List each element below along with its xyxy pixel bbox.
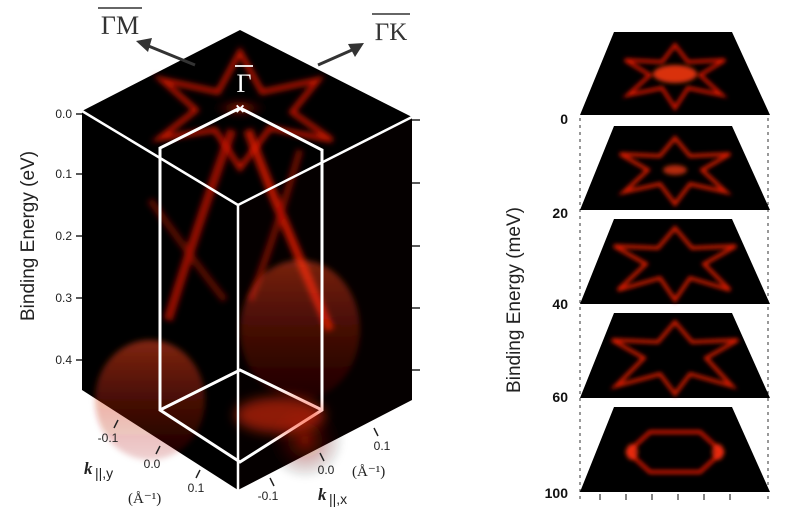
energy-tick: 0.3 <box>55 291 72 305</box>
direction-gamma-k: ΓK <box>317 13 410 67</box>
kx-tick: -0.1 <box>258 489 279 503</box>
slice-20mev <box>580 126 770 210</box>
kx-axis-title: k ||,x (Å⁻¹) <box>318 464 385 507</box>
gamma-point-marker: × <box>235 101 244 118</box>
cube-right-ticks <box>412 119 420 371</box>
svg-text:(Å⁻¹): (Å⁻¹) <box>128 491 161 507</box>
ky-axis-title: k ||,y (Å⁻¹) <box>84 459 161 507</box>
slice-60mev <box>580 313 770 398</box>
stack-bottom-ticks <box>599 494 731 500</box>
ky-tick: 0.1 <box>188 481 205 495</box>
svg-text:(Å⁻¹): (Å⁻¹) <box>352 464 385 480</box>
svg-text:||,x: ||,x <box>329 491 347 507</box>
energy-tick: 0.4 <box>55 353 72 367</box>
ky-axis: -0.1 0.0 0.1 k ||,y (Å⁻¹) <box>84 419 205 507</box>
cube-cut-frame <box>158 106 324 464</box>
svg-text:||,y: ||,y <box>95 465 113 481</box>
slice-energy-label: 60 <box>552 389 568 405</box>
svg-text:ΓK: ΓK <box>375 19 408 46</box>
gamma-point-label: Γ <box>235 65 253 98</box>
cube-edges <box>81 109 413 490</box>
svg-text:k: k <box>84 459 93 478</box>
svg-text:k: k <box>318 485 327 504</box>
right-axis-title: Binding Energy (meV) <box>504 207 525 393</box>
energy-axis: Binding Energy (eV) 0.0 0.1 0.2 0.3 0.4 <box>18 107 82 367</box>
inner-floor-glow <box>235 397 325 433</box>
ky-tick: -0.1 <box>98 431 119 445</box>
energy-axis-title: Binding Energy (eV) <box>18 151 39 321</box>
svg-text:Γ: Γ <box>236 69 251 98</box>
slice-100mev <box>580 407 770 492</box>
energy-tick: 0.1 <box>55 167 72 181</box>
kx-axis: -0.1 0.0 0.1 k ||,x (Å⁻¹) <box>258 427 391 507</box>
energy-tick: 0.2 <box>55 229 72 243</box>
slice-40mev <box>580 219 770 304</box>
svg-text:ΓM: ΓM <box>101 11 139 40</box>
right-panel: Binding Energy (meV) 0 20 40 60 100 <box>504 32 770 501</box>
ky-tick: 0.0 <box>144 457 161 471</box>
kx-tick: 0.0 <box>318 463 335 477</box>
kx-tick: 0.1 <box>374 439 391 453</box>
arpes-cube <box>81 30 413 490</box>
stack-guides <box>579 118 769 500</box>
slice-0mev <box>580 32 770 115</box>
slice-energy-label: 0 <box>560 111 568 127</box>
slice-energy-label: 100 <box>545 485 569 501</box>
slice-energy-label: 40 <box>552 296 568 312</box>
energy-tick: 0.0 <box>55 107 72 121</box>
slice-energy-label: 20 <box>552 205 568 221</box>
direction-gamma-m: ΓM <box>98 7 196 67</box>
